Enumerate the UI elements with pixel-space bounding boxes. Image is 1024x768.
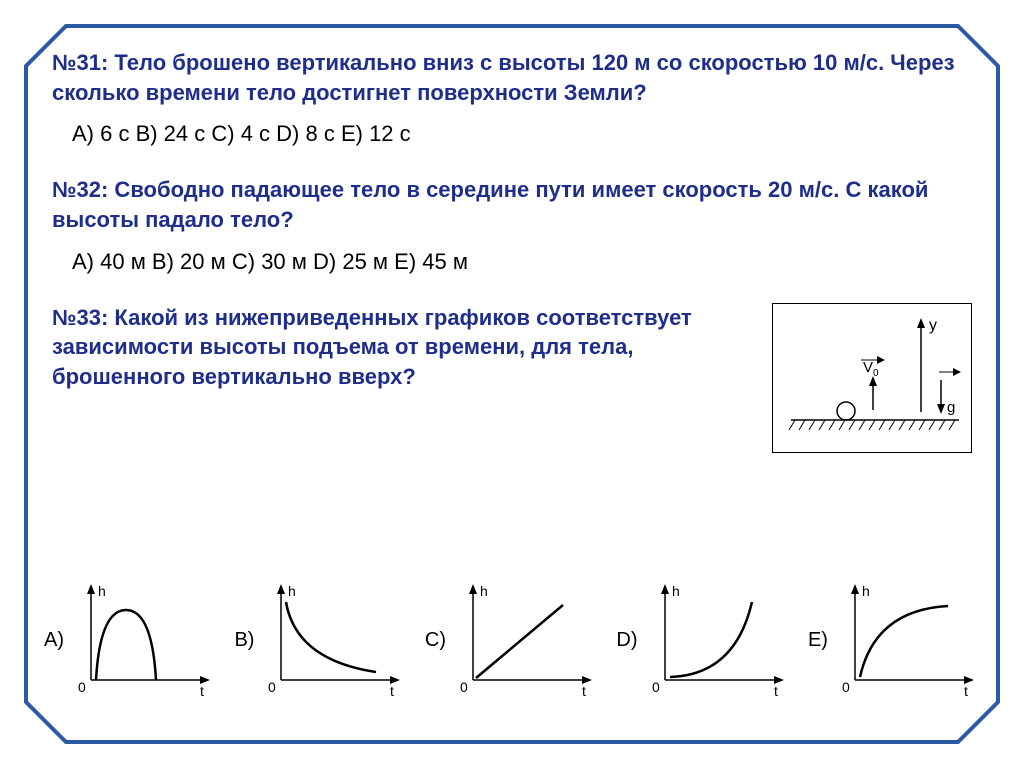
svg-text:t: t [200, 683, 204, 699]
chart-a: A) h t 0 [44, 580, 216, 700]
svg-text:t: t [582, 683, 586, 699]
question-31: №31: Тело брошено вертикально вниз с выс… [52, 48, 972, 107]
svg-text:h: h [288, 583, 296, 599]
chart-e: E) h t 0 [808, 580, 980, 700]
chart-d: D) h t 0 [616, 580, 789, 700]
chart-label-b: B) [234, 629, 254, 652]
svg-text:0: 0 [78, 679, 86, 695]
svg-text:0: 0 [268, 679, 276, 695]
chart-label-c: C) [425, 629, 446, 652]
options-31: A) 6 с B) 24 c C) 4 c D) 8 c E) 12 c [52, 121, 972, 147]
svg-text:t: t [774, 683, 778, 699]
chart-c: C) h t 0 [425, 580, 598, 700]
svg-text:t: t [390, 683, 394, 699]
svg-text:0: 0 [842, 679, 850, 695]
svg-text:0: 0 [873, 368, 879, 379]
svg-text:h: h [480, 583, 488, 599]
y-axis-label: y [929, 317, 937, 334]
svg-text:h: h [98, 583, 106, 599]
question-32: №32: Свободно падающее тело в середине п… [52, 175, 972, 234]
content-area: №31: Тело брошено вертикально вниз с выс… [52, 48, 972, 477]
svg-text:h: h [672, 583, 680, 599]
q33-diagram: y [772, 303, 972, 453]
answer-charts: A) h t 0 B) h t 0 C) [36, 580, 988, 700]
chart-label-e: E) [808, 629, 828, 652]
question-33: №33: Какой из нижеприведенных графиков с… [52, 303, 754, 392]
svg-text:t: t [964, 683, 968, 699]
g-label: g [947, 399, 955, 416]
svg-text:h: h [862, 583, 870, 599]
options-32: A) 40 м B) 20 м C) 30 м D) 25 м E) 45 м [52, 249, 972, 275]
chart-b: B) h t 0 [234, 580, 406, 700]
v0-label: V [863, 359, 873, 376]
chart-label-d: D) [616, 629, 637, 652]
chart-label-a: A) [44, 629, 64, 652]
svg-text:0: 0 [652, 679, 660, 695]
svg-text:0: 0 [460, 679, 468, 695]
